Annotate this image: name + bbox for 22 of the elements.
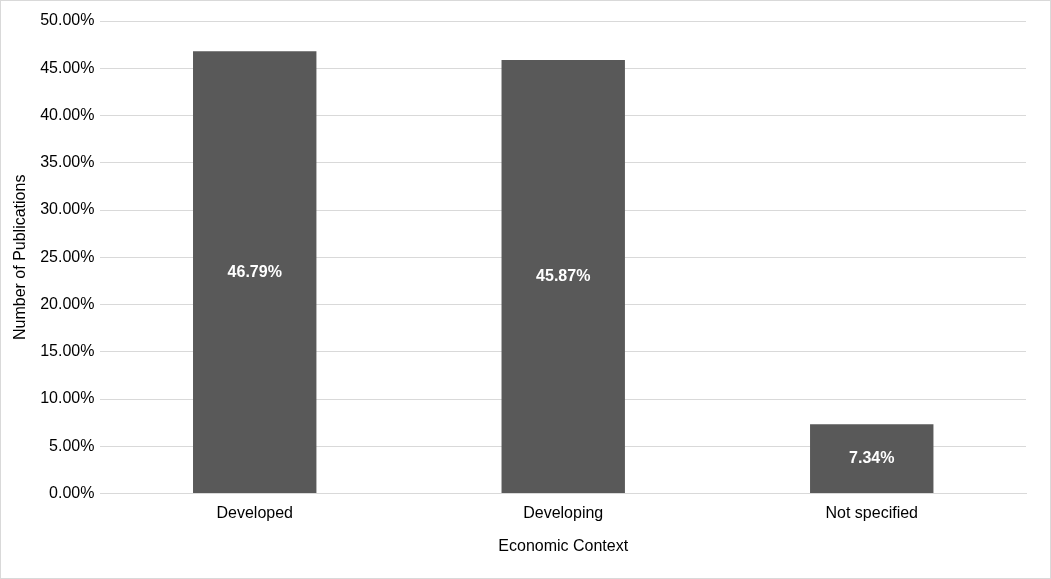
data-label: 7.34% [849,449,895,467]
data-label: 45.87% [536,266,591,284]
x-tick-label: Developing [523,503,604,521]
bar [810,424,934,494]
x-tick-label: Not specified [825,503,918,521]
y-tick-label: 25.00% [40,247,95,265]
y-tick-label: 0.00% [49,484,95,502]
y-axis-title: Number of Publications [11,174,29,341]
y-tick-label: 15.00% [40,342,95,360]
y-tick-label: 5.00% [49,436,95,454]
y-tick-label: 50.00% [40,11,95,29]
data-label: 46.79% [227,262,282,280]
y-tick-label: 40.00% [40,105,95,123]
y-tick-label: 20.00% [40,294,95,312]
x-tick-label: Developed [216,503,293,521]
bar [193,51,317,494]
y-tick-label: 45.00% [40,58,95,76]
y-tick-label: 10.00% [40,389,95,407]
x-axis-title: Economic Context [498,536,629,554]
bar [501,60,625,494]
y-tick-label: 30.00% [40,200,95,218]
y-tick-label: 35.00% [40,153,95,171]
